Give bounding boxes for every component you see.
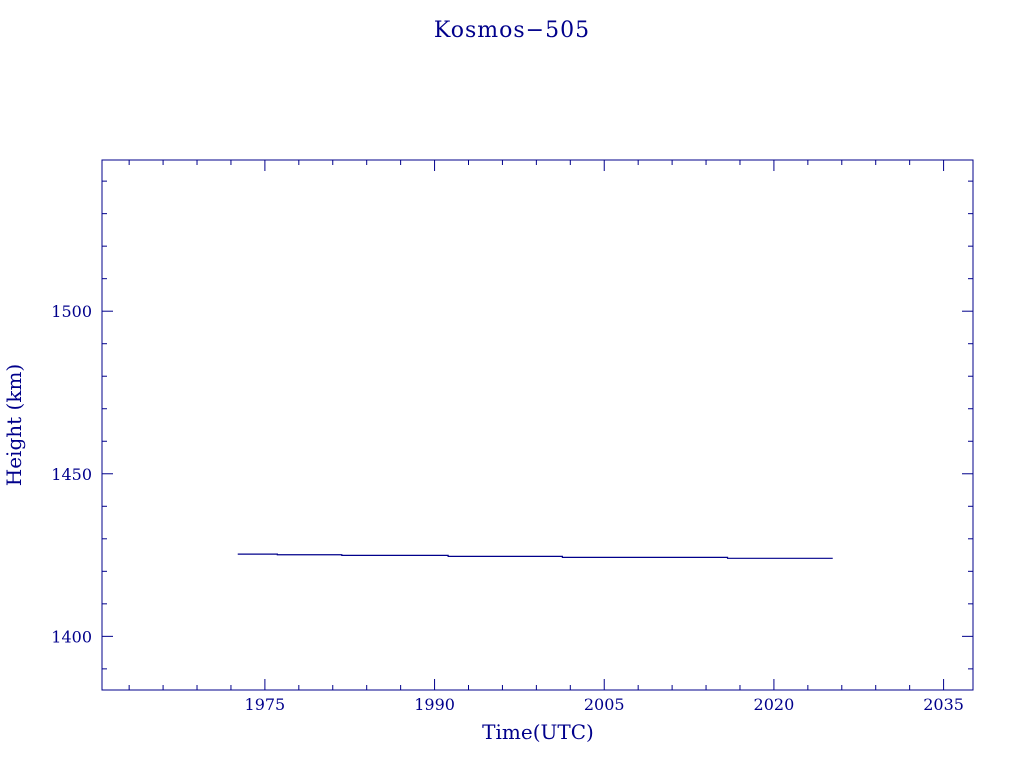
chart-title: Kosmos−505 bbox=[434, 18, 590, 43]
height-series-line bbox=[237, 553, 833, 559]
x-tick-label: 1990 bbox=[414, 695, 455, 714]
x-tick-label: 2020 bbox=[754, 695, 795, 714]
x-tick-label: 2035 bbox=[923, 695, 964, 714]
y-tick-label: 1450 bbox=[51, 465, 92, 484]
series-group bbox=[237, 553, 833, 559]
x-axis-title: Time(UTC) bbox=[482, 720, 594, 744]
y-tick-label: 1400 bbox=[51, 627, 92, 646]
x-tick-label: 1975 bbox=[245, 695, 286, 714]
axis-tick-labels: 1975 1990 2005 2020 2035 1400 1450 1500 bbox=[51, 302, 964, 714]
x-tick-label: 2005 bbox=[584, 695, 625, 714]
y-axis-title: Height (km) bbox=[2, 364, 26, 486]
plot-frame bbox=[101, 159, 974, 691]
y-tick-label: 1500 bbox=[51, 302, 92, 321]
axis-ticks bbox=[102, 160, 973, 690]
